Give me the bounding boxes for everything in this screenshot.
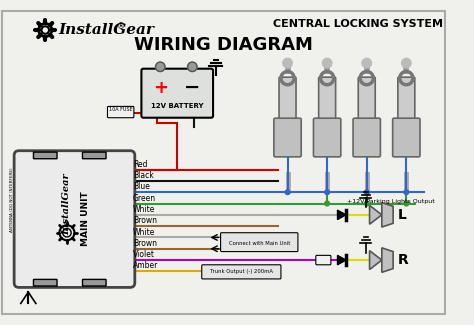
FancyBboxPatch shape — [319, 77, 336, 124]
Text: L: L — [398, 208, 407, 222]
Circle shape — [322, 58, 332, 68]
FancyBboxPatch shape — [392, 118, 420, 157]
FancyBboxPatch shape — [353, 118, 381, 157]
Text: ®: ® — [117, 22, 125, 31]
FancyBboxPatch shape — [108, 106, 134, 118]
Text: Brown: Brown — [133, 239, 157, 248]
Text: MAIN UNIT: MAIN UNIT — [81, 191, 90, 246]
FancyBboxPatch shape — [274, 118, 301, 157]
Circle shape — [285, 190, 290, 195]
Text: +: + — [153, 79, 168, 97]
Text: 12V BATTERY: 12V BATTERY — [151, 103, 203, 110]
Text: Blue: Blue — [133, 182, 150, 191]
Text: Green: Green — [133, 194, 156, 202]
FancyBboxPatch shape — [398, 77, 415, 124]
Text: Connect with Main Unit: Connect with Main Unit — [228, 240, 290, 246]
FancyBboxPatch shape — [82, 280, 106, 286]
FancyBboxPatch shape — [34, 280, 57, 286]
Circle shape — [283, 58, 292, 68]
Circle shape — [188, 62, 197, 72]
Text: −: − — [184, 78, 201, 97]
Polygon shape — [382, 202, 393, 227]
Text: ANTENNA (DO NOT INTERFERE): ANTENNA (DO NOT INTERFERE) — [10, 167, 14, 232]
FancyBboxPatch shape — [202, 265, 281, 279]
Text: Red: Red — [133, 160, 147, 169]
Circle shape — [365, 190, 369, 195]
Polygon shape — [337, 255, 346, 265]
Circle shape — [401, 58, 411, 68]
FancyBboxPatch shape — [34, 152, 57, 159]
Polygon shape — [337, 210, 346, 219]
Text: Amber: Amber — [133, 261, 158, 270]
Circle shape — [404, 190, 409, 195]
Text: Black: Black — [133, 171, 154, 180]
Text: Violet: Violet — [133, 250, 155, 259]
Text: White: White — [133, 227, 155, 237]
Polygon shape — [382, 248, 393, 272]
Circle shape — [365, 201, 369, 206]
Text: WIRING DIAGRAM: WIRING DIAGRAM — [134, 36, 313, 54]
Text: Trunk Output (-) 200mA: Trunk Output (-) 200mA — [210, 269, 273, 274]
FancyBboxPatch shape — [82, 152, 106, 159]
Circle shape — [404, 201, 409, 206]
Text: CENTRAL LOCKING SYSTEM: CENTRAL LOCKING SYSTEM — [273, 20, 443, 29]
Text: White: White — [133, 205, 155, 214]
FancyBboxPatch shape — [14, 151, 135, 287]
FancyBboxPatch shape — [279, 77, 296, 124]
Circle shape — [325, 201, 329, 206]
Text: R: R — [398, 253, 409, 267]
Circle shape — [155, 62, 165, 72]
Polygon shape — [370, 251, 382, 269]
Polygon shape — [370, 205, 382, 224]
Text: InstallGear: InstallGear — [63, 174, 72, 235]
FancyBboxPatch shape — [313, 118, 341, 157]
FancyBboxPatch shape — [316, 255, 331, 265]
Text: 10A FUSE: 10A FUSE — [109, 107, 133, 112]
Circle shape — [325, 190, 329, 195]
Text: InstallGear: InstallGear — [58, 23, 155, 37]
Text: Brown: Brown — [133, 216, 157, 225]
FancyBboxPatch shape — [358, 77, 375, 124]
FancyBboxPatch shape — [141, 69, 213, 118]
FancyBboxPatch shape — [220, 233, 298, 252]
Circle shape — [362, 58, 372, 68]
Text: +12V Parking Lights Output: +12V Parking Lights Output — [347, 199, 435, 204]
